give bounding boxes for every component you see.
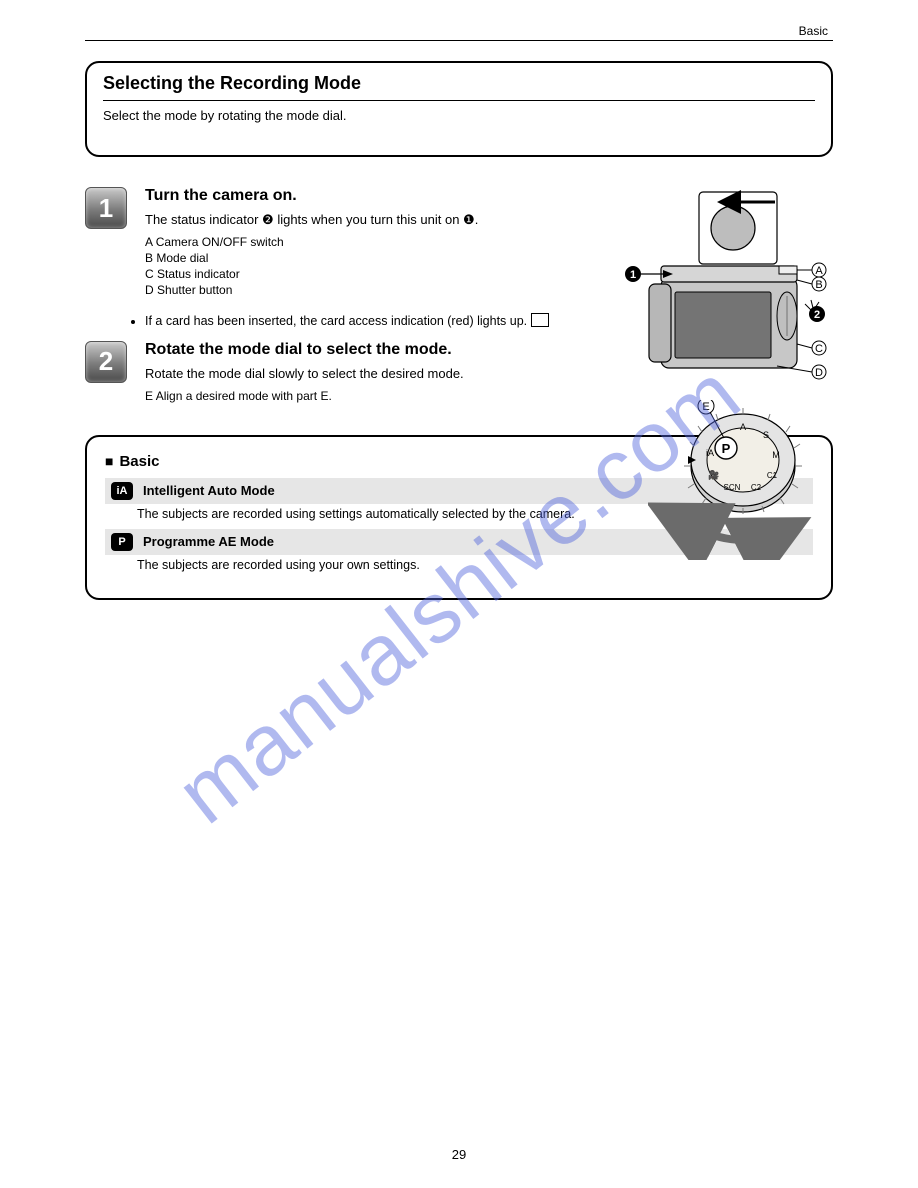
label-D: D — [145, 283, 154, 297]
svg-text:E: E — [702, 401, 709, 413]
callout-B: B — [797, 277, 826, 291]
svg-text:S: S — [763, 430, 769, 440]
label-E: E — [145, 389, 153, 403]
note-1-text: If a card has been inserted, the card ac… — [145, 314, 527, 328]
label-E-v: Align a desired mode with part E. — [156, 389, 332, 403]
title-rule — [103, 100, 815, 101]
svg-text:D: D — [815, 367, 823, 379]
page-number: 29 — [452, 1147, 466, 1162]
svg-text:iA: iA — [706, 448, 714, 458]
label-B-v: Mode dial — [156, 251, 208, 265]
svg-text:A: A — [740, 422, 746, 432]
mode-p-name: Programme AE Mode — [143, 534, 274, 549]
label-C-v: Status indicator — [157, 267, 240, 281]
svg-text:2: 2 — [814, 309, 820, 321]
label-A: A — [145, 235, 152, 249]
svg-text:C2: C2 — [751, 483, 762, 492]
step-badge-1: 1 — [85, 187, 127, 229]
svg-text:1: 1 — [630, 269, 636, 281]
callout-A: A — [797, 263, 826, 277]
svg-text:B: B — [815, 279, 822, 291]
basic-title: Basic — [119, 453, 159, 470]
page-title: Selecting the Recording Mode — [103, 73, 815, 94]
mode-p-icon: P — [111, 533, 133, 551]
section-label: Basic — [799, 24, 828, 38]
svg-text:C1: C1 — [767, 471, 778, 480]
figure-mode-dial: A S M C1 C2 SCN 🎥 iA P E — [648, 400, 818, 560]
label-A-v: Camera ON/OFF switch — [156, 235, 284, 249]
callout-D: D — [777, 365, 826, 379]
svg-text:M: M — [772, 450, 780, 460]
svg-text:SCN: SCN — [724, 483, 741, 492]
label-D-v: Shutter button — [157, 283, 232, 297]
card-icon — [531, 313, 549, 327]
svg-text:🎥: 🎥 — [708, 469, 719, 480]
title-subtext: Select the mode by rotating the mode dia… — [103, 107, 815, 125]
svg-text:A: A — [815, 265, 823, 277]
svg-text:C: C — [815, 343, 823, 355]
mode-ia-icon: iA — [111, 482, 133, 500]
callout-C: C — [797, 341, 826, 355]
label-B: B — [145, 251, 153, 265]
figure-camera: 1 2 A B C — [603, 188, 833, 398]
dial-center-P: P — [722, 441, 731, 456]
step-badge-2: 2 — [85, 341, 127, 383]
mode-ia-name: Intelligent Auto Mode — [143, 483, 275, 498]
chev-icon: ■ — [105, 453, 113, 469]
title-box: Selecting the Recording Mode Select the … — [85, 61, 833, 157]
label-C: C — [145, 267, 154, 281]
top-rule — [85, 40, 833, 41]
